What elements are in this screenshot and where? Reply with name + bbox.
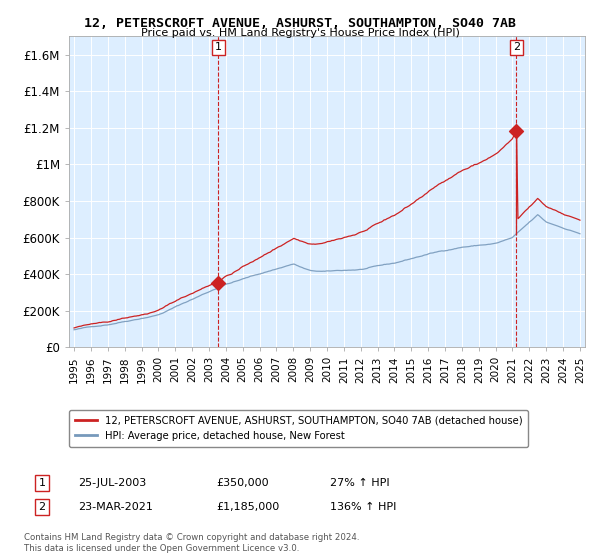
Point [511, 126, 521, 135]
Text: 2: 2 [38, 502, 46, 512]
Text: 2: 2 [512, 42, 520, 52]
Text: £350,000: £350,000 [216, 478, 269, 488]
Text: 1: 1 [215, 42, 222, 52]
Text: 27% ↑ HPI: 27% ↑ HPI [330, 478, 389, 488]
Legend: 12, PETERSCROFT AVENUE, ASHURST, SOUTHAMPTON, SO40 7AB (detached house), HPI: Av: 12, PETERSCROFT AVENUE, ASHURST, SOUTHAM… [69, 410, 529, 447]
Text: Price paid vs. HM Land Registry's House Price Index (HPI): Price paid vs. HM Land Registry's House … [140, 28, 460, 38]
Text: 25-JUL-2003: 25-JUL-2003 [78, 478, 146, 488]
Text: Contains HM Land Registry data © Crown copyright and database right 2024.
This d: Contains HM Land Registry data © Crown c… [24, 534, 359, 553]
Text: 12, PETERSCROFT AVENUE, ASHURST, SOUTHAMPTON, SO40 7AB: 12, PETERSCROFT AVENUE, ASHURST, SOUTHAM… [84, 17, 516, 30]
Text: 1: 1 [38, 478, 46, 488]
Text: 23-MAR-2021: 23-MAR-2021 [78, 502, 153, 512]
Text: £1,185,000: £1,185,000 [216, 502, 279, 512]
Point [214, 279, 223, 288]
Text: 136% ↑ HPI: 136% ↑ HPI [330, 502, 397, 512]
